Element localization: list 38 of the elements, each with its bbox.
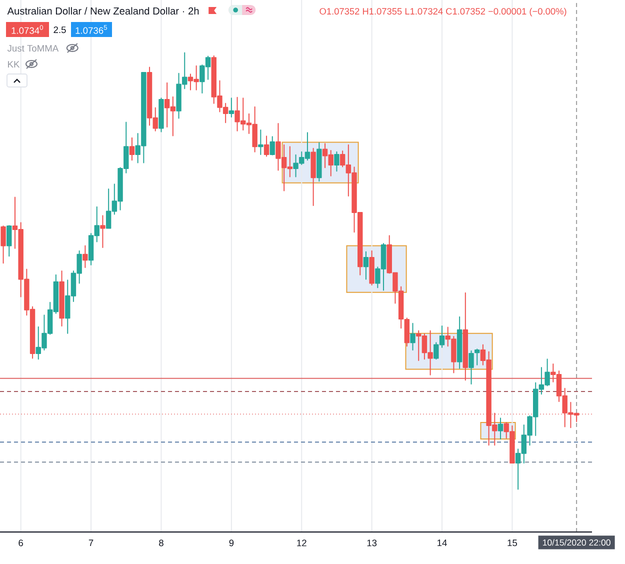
candlestick [258,130,264,155]
x-tick-label: 6 [18,540,24,546]
candlestick [82,245,88,268]
candlestick [264,136,270,157]
x-tick-label: 9 [229,540,234,546]
candlestick [468,350,474,385]
candlestick [474,348,480,366]
text: 1.0734$^{0}$ [12,25,44,34]
chart-title: Australian Dollar / New Zealand Dollar · 2h [7,7,199,15]
candlestick [6,225,12,257]
annotation: KK [8,61,20,68]
candlestick [410,322,416,350]
candlestick [363,251,369,280]
text: Just ToMMA [7,45,59,52]
candlestick [456,316,462,369]
x-tick-label: 14 [438,540,447,546]
candlestick [316,142,322,182]
candlestick [270,136,275,156]
candlestick [0,226,6,264]
chart-subtitle: O1.07352 H1.07355 L1.07324 C1.07352 −0.00001 (−0.00%) [320,8,566,16]
candlestick [369,250,374,286]
candlestick [310,148,316,206]
candlestick [100,215,106,248]
candlestick [129,137,135,161]
candlestick [334,151,340,172]
candlestick [228,98,234,118]
candlestick [498,418,504,440]
x-tick-label: 12 [297,540,306,546]
x-tick-label: 8 [159,540,164,546]
x-tick-label: 15 [508,540,517,546]
text: 2.5 [54,26,66,34]
x-tick-label: 13 [367,540,377,546]
candlestick [462,292,468,381]
candlestick [158,98,164,132]
candlestick [59,270,64,326]
x-tick-label: 7 [88,540,94,546]
text: 1.0736$^{5}$ [76,25,108,34]
x-tick-label: 10/15/2020 22:00 [542,539,610,546]
